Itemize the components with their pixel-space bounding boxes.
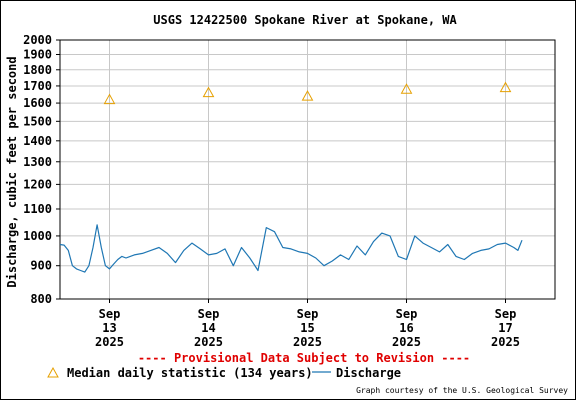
legend-median-triangle-icon [47,366,59,378]
median-triangle-point [499,81,512,93]
y-tick-label: 1600 [23,96,52,110]
chart-title: USGS 12422500 Spokane River at Spokane, … [153,13,457,27]
axes-layer: 800 900 1000 1100 1200 1300 1400 1500 1600 1700 18… [23,33,520,349]
y-tick-label: 1500 [23,114,52,128]
x-tick-label: Sep [396,307,418,321]
x-tick-label: 2025 [392,335,421,349]
credit-text: Graph courtesy of the U.S. Geological Su… [356,386,568,395]
x-tick-label: Sep [198,307,220,321]
y-tick-label: 1200 [23,177,52,191]
median-triangle-point [301,90,314,101]
x-tick-label: 2025 [194,335,223,349]
x-tick-label: 15 [300,321,314,335]
median-triangle-point [103,93,116,105]
x-tick-label: 2025 [95,335,124,349]
provisional-note: ---- Provisional Data Subject to Revisio… [138,351,470,365]
y-tick-label: 1700 [23,79,52,93]
y-tick-label: 1900 [23,47,52,61]
y-axis-label: Discharge, cubic feet per second [5,56,19,287]
median-triangle-point [400,83,413,94]
legend-discharge-label: Discharge [336,366,401,380]
x-tick-label: 14 [201,321,215,335]
median-triangle-point [202,86,215,98]
legend: Median daily statistic (134 years) Disch… [47,366,401,380]
y-tick-label: 1100 [23,202,52,216]
data-layer [59,81,523,273]
y-tick-label: 900 [30,259,52,273]
y-tick-label: 2000 [23,33,52,47]
discharge-line [59,224,523,273]
y-tick-label: 1400 [23,134,52,148]
x-tick-label: 2025 [491,335,520,349]
y-tick-label: 1800 [23,63,52,77]
y-tick-label: 1000 [23,229,52,243]
x-tick-label: Sep [495,307,517,321]
x-tick-label: Sep [99,307,121,321]
x-tick-label: 2025 [293,335,322,349]
grid-layer [60,39,555,300]
x-tick-label: 16 [399,321,413,335]
y-tick-label: 1300 [23,155,52,169]
x-tick-label: Sep [297,307,319,321]
legend-median-label: Median daily statistic (134 years) [67,366,313,380]
x-tick-label: 17 [498,321,512,335]
y-tick-label: 800 [30,292,52,306]
x-tick-label: 13 [102,321,116,335]
